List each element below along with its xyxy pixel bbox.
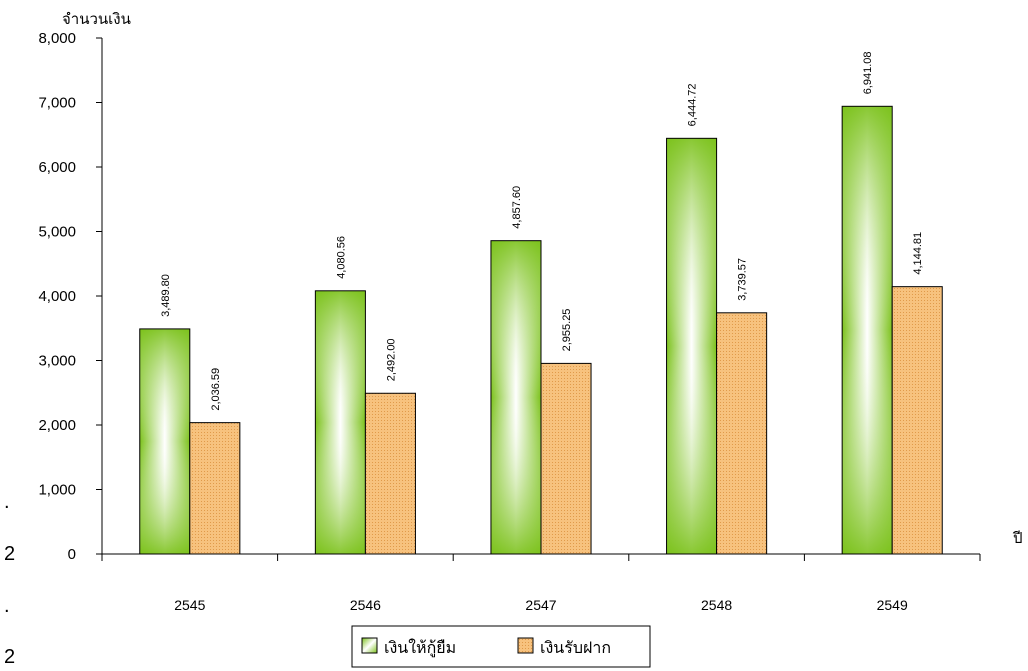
data-label-loans: 6,941.08 (862, 51, 874, 94)
data-label-loans: 4,857.60 (511, 186, 523, 229)
bars (139, 105, 943, 555)
margin-text-2: 2 (4, 543, 15, 565)
y-tick-label: 5,000 (38, 224, 76, 241)
bar-loans-outline (139, 328, 191, 555)
y-tick-label: 8,000 (38, 30, 76, 47)
x-tick-label: 2547 (525, 597, 556, 613)
legend-box (351, 625, 651, 668)
margin-text-3: . (4, 595, 10, 617)
data-label-deposits: 3,739.57 (737, 258, 749, 301)
bar-deposits (716, 312, 768, 555)
bar-deposits (189, 422, 241, 555)
y-tick-label: 4,000 (38, 288, 76, 305)
margin-text-1: . (4, 491, 10, 513)
x-tick-label: 2546 (350, 597, 381, 613)
y-tick-label: 7,000 (38, 95, 76, 112)
data-label-deposits: 2,036.59 (210, 368, 222, 411)
data-label-loans: 4,080.56 (335, 236, 347, 279)
data-label-deposits: 2,955.25 (561, 309, 573, 352)
y-axis-ticks: 0 1,000 2,000 3,000 4,000 5,000 6,000 7,000 8,00… (38, 30, 102, 563)
y-tick-label: 3,000 (38, 353, 76, 370)
y-tick-label: 0 (68, 546, 76, 563)
bar-loans-outline (314, 290, 366, 555)
x-axis-title: ปี (1012, 529, 1022, 547)
bar-loans-outline (666, 137, 718, 555)
legend-label-loans: เงินให้กู้ยืม (384, 638, 456, 658)
bar-loans-outline (490, 240, 542, 555)
bar-deposits (891, 286, 943, 555)
bar-deposits (540, 362, 592, 555)
legend-swatch-loans (361, 637, 378, 654)
data-label-loans: 6,444.72 (687, 83, 699, 126)
y-tick-label: 1,000 (38, 482, 76, 499)
legend-swatch-deposits (517, 637, 534, 654)
y-axis-title: จำนวนเงิน (62, 10, 131, 28)
bar-loans-outline (841, 105, 893, 555)
x-tick-label: 2548 (701, 597, 732, 613)
y-tick-label: 6,000 (38, 159, 76, 176)
margin-text-4: 2 (4, 646, 15, 668)
legend-label-deposits: เงินรับฝาก (540, 638, 611, 657)
data-label-deposits: 2,492.00 (385, 338, 397, 381)
x-tick-label: 2545 (174, 597, 205, 613)
data-label-deposits: 4,144.81 (912, 232, 924, 275)
x-axis-ticks: 2545 2546 2547 2548 2549 (101, 554, 981, 613)
x-tick-label: 2549 (877, 597, 908, 613)
bar-deposits (364, 392, 416, 555)
data-labels: 3,489.80 2,036.59 4,080.56 2,492.00 4,857.60… (160, 51, 924, 410)
y-tick-label: 2,000 (38, 417, 76, 434)
data-label-loans: 3,489.80 (160, 274, 172, 317)
legend: เงินให้กู้ยืม เงินรับฝาก (351, 625, 651, 668)
